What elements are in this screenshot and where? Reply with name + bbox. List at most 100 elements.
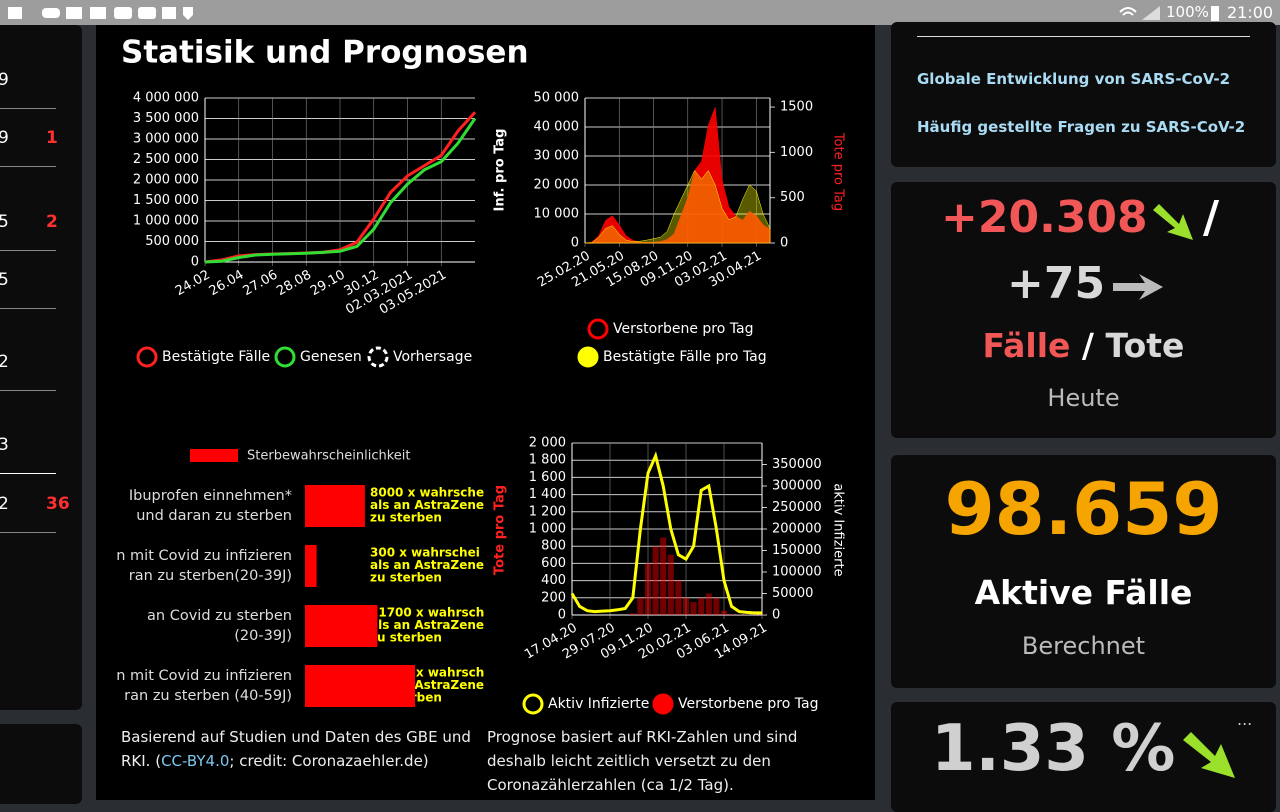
nav-link[interactable]: Häufig gestellte Fragen zu SARS-CoV-2: [917, 118, 1245, 136]
bar: [305, 485, 365, 527]
y-axis-label: Tote pro Tag: [493, 485, 508, 575]
bar: [691, 602, 697, 615]
y2-tick-label: 0: [780, 236, 788, 251]
battery-level: 100%: [1166, 3, 1209, 21]
bar: [675, 581, 681, 615]
y2-tick-label: 500: [780, 190, 805, 205]
y-tick-label: 1 200: [529, 504, 566, 519]
trend-down-arrow: [1149, 202, 1199, 244]
bar: [305, 605, 377, 647]
bar: [660, 538, 666, 615]
legend-label: Vorhersage: [393, 349, 472, 365]
separator: /: [1082, 326, 1094, 365]
today-card: +20.308 / +75 Fälle / Tote Heute: [891, 182, 1276, 438]
bar: [305, 545, 317, 587]
legend-label: Verstorbene pro Tag: [613, 321, 753, 337]
charts: Statisik und Prognosen 0 500 000 1 000 0 0 0…: [96, 25, 875, 800]
legend-marker: [369, 348, 387, 366]
y2-tick-label: 1000: [780, 145, 813, 160]
bar: [645, 563, 651, 615]
label-deaths: Tote: [1105, 326, 1184, 365]
bar: [698, 598, 704, 615]
y-tick-label: 1 500 000: [133, 193, 199, 208]
row-value: 3: [0, 435, 9, 455]
page-title: Statisik und Prognosen: [121, 35, 529, 71]
row-divider: [0, 166, 56, 167]
y-tick-label: 400: [541, 573, 566, 588]
y-tick-label: 4 000 000: [133, 91, 199, 106]
category-label: ran zu sterben(20-39J): [129, 568, 292, 584]
category-label: an Covid zu sterben: [147, 608, 292, 624]
main-panel: Statisik und Prognosen 0 500 000 1 000 0 0 0…: [96, 25, 875, 800]
y2-tick-label: 350000: [772, 457, 822, 472]
y2-tick-label: 1500: [780, 100, 813, 115]
y-tick-label: 2 500 000: [133, 152, 199, 167]
legend-label: Verstorbene pro Tag: [678, 696, 818, 712]
legend-label: Genesen: [300, 349, 362, 365]
trend-down-arrow: [1179, 730, 1241, 782]
legend-label: Sterbewahrscheinlichkeit: [247, 449, 411, 464]
legend-marker: [524, 695, 542, 713]
y-tick-label: 0: [558, 608, 566, 623]
category-label: (20-39J): [234, 628, 292, 644]
row-divider: [0, 250, 56, 251]
row-value: 2: [0, 352, 9, 372]
bar: [683, 598, 689, 615]
cases-today: +20.308: [941, 192, 1148, 243]
row-value: 9: [0, 70, 9, 90]
y-tick-label: 30 000: [534, 149, 580, 164]
y2-tick-label: 150000: [772, 543, 822, 558]
y-tick-label: 500 000: [145, 234, 199, 249]
row-divider: [0, 308, 56, 309]
left-panel-bottom: [0, 724, 82, 804]
row-extra: 36: [46, 494, 70, 514]
legend-label: Bestätigte Fälle pro Tag: [603, 349, 767, 365]
license-link[interactable]: CC-BY4.0: [161, 752, 229, 770]
deaths-today: +75: [1007, 258, 1105, 309]
y-tick-label: 40 000: [534, 120, 580, 135]
x-tick-label: 27.06: [241, 268, 281, 300]
trend-flat-arrow: [1111, 272, 1165, 302]
today-caption: Heute: [891, 384, 1276, 412]
clock: 21:00: [1227, 3, 1273, 22]
y-tick-label: 0: [191, 255, 199, 270]
y2-tick-label: 300000: [772, 479, 822, 494]
y-tick-label: 1 400: [529, 487, 566, 502]
legend-marker: [589, 320, 607, 338]
row-divider: [0, 390, 56, 391]
y-tick-label: 0: [571, 236, 579, 251]
legend-marker: [276, 348, 294, 366]
links-card: Globale Entwicklung von SARS-CoV-2 Häufi…: [891, 22, 1276, 167]
bar: [729, 614, 735, 615]
menu-button[interactable]: ...: [1237, 710, 1252, 729]
legend-label: Aktiv Infizierte: [548, 696, 649, 712]
row-extra: 1: [46, 128, 58, 148]
y-tick-label: 200: [541, 590, 566, 605]
legend-swatch: [190, 449, 238, 462]
today-labels: Fälle / Tote: [891, 326, 1276, 365]
y-tick-label: 2 000: [529, 436, 566, 451]
x-tick-label: 29.10: [308, 268, 348, 300]
active-label: Aktive Fälle: [891, 573, 1276, 612]
caption-right: Prognose basiert auf RKI-Zahlen und sind…: [487, 725, 827, 797]
y2-tick-label: 200000: [772, 522, 822, 537]
y2-tick-label: 50000: [772, 586, 813, 601]
caption-left: Basierend auf Studien und Daten des GBE …: [121, 725, 491, 773]
row-divider: [0, 473, 56, 474]
nav-link[interactable]: Globale Entwicklung von SARS-CoV-2: [917, 70, 1230, 88]
active-value: 98.659: [891, 467, 1276, 551]
signal-icons: [1118, 4, 1162, 22]
value-label: zu sterben: [370, 511, 442, 525]
y-tick-label: 20 000: [534, 178, 580, 193]
legend-label: Bestätigte Fälle: [162, 349, 270, 365]
bar: [706, 594, 712, 616]
label-cases: Fälle: [983, 326, 1071, 365]
legend-marker: [138, 348, 156, 366]
y-tick-label: 1 000: [529, 522, 566, 537]
bar: [630, 613, 636, 615]
row-value: 5: [0, 270, 9, 290]
notification-icons: [8, 5, 193, 21]
area: [585, 171, 770, 244]
row-divider: [0, 108, 56, 109]
